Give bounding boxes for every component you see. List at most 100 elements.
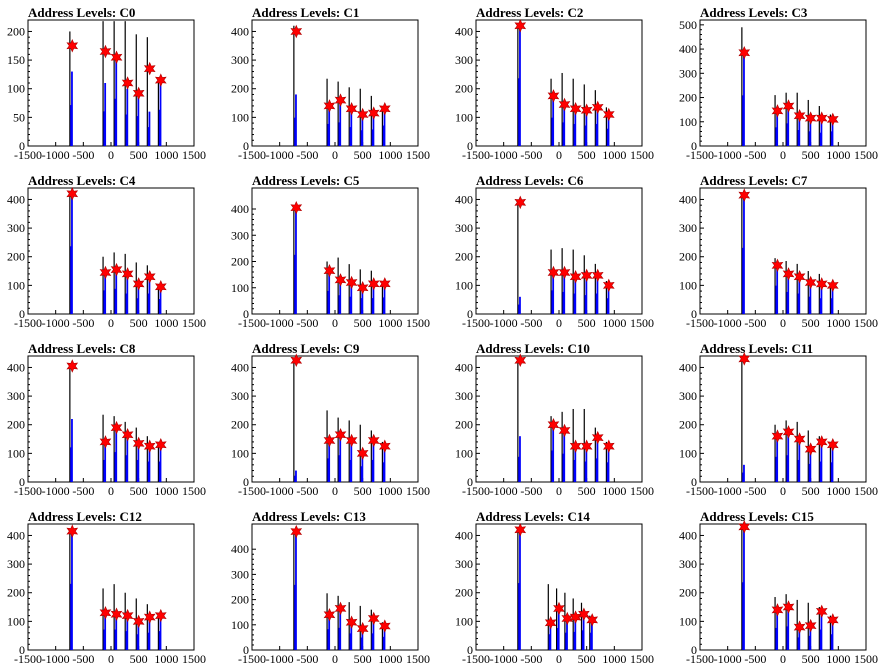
peak-marker bbox=[771, 429, 784, 443]
peak-marker bbox=[793, 108, 806, 123]
y-tick-label: 400 bbox=[679, 528, 697, 542]
peak-marker bbox=[121, 608, 134, 623]
bar bbox=[519, 436, 521, 482]
bar-secondary bbox=[797, 459, 800, 482]
y-tick-label: 200 bbox=[231, 255, 249, 269]
bar-shadow bbox=[69, 529, 71, 650]
bar-shadow bbox=[135, 34, 137, 147]
chart-panel-0: Address Levels: C0 0 50 100 150 200 -1500 -1000… bbox=[7, 5, 206, 162]
bar bbox=[809, 624, 812, 650]
bar-secondary bbox=[590, 632, 592, 650]
bar bbox=[115, 60, 118, 146]
peak-marker bbox=[110, 262, 123, 277]
bar bbox=[159, 444, 162, 482]
x-tick-label: 500 bbox=[578, 316, 596, 330]
bar-secondary bbox=[808, 296, 811, 314]
bar bbox=[809, 282, 812, 314]
x-tick-label: -1000 bbox=[42, 316, 70, 330]
y-tick-label: 300 bbox=[7, 557, 25, 571]
bar-shadow bbox=[348, 602, 350, 650]
bar-secondary bbox=[808, 635, 811, 650]
x-tick-label: -1000 bbox=[714, 652, 742, 666]
bar-secondary bbox=[382, 125, 385, 146]
bar bbox=[519, 528, 521, 650]
x-tick-label: 500 bbox=[578, 148, 596, 162]
y-tick-label: 200 bbox=[679, 586, 697, 600]
bar-shadow bbox=[589, 615, 591, 650]
bar-shadow bbox=[741, 525, 743, 650]
bar bbox=[383, 446, 386, 482]
bar-shadow bbox=[561, 411, 563, 482]
peak-marker bbox=[547, 265, 560, 280]
bar bbox=[383, 283, 386, 314]
x-tick-label: -1500 bbox=[686, 148, 714, 162]
chart-title: Address Levels: C9 bbox=[252, 341, 360, 356]
bar bbox=[115, 612, 118, 650]
bar bbox=[563, 103, 566, 146]
x-tick-label: -500 bbox=[520, 484, 542, 498]
plot-frame bbox=[475, 355, 643, 483]
bar-secondary bbox=[114, 452, 117, 482]
bar-shadow bbox=[326, 261, 328, 314]
x-tick-label: 1500 bbox=[630, 148, 654, 162]
bar-secondary bbox=[775, 127, 778, 146]
y-tick-label: 200 bbox=[7, 24, 25, 38]
peak-marker bbox=[815, 111, 828, 125]
y-tick-label: 100 bbox=[7, 82, 25, 96]
bar-shadow bbox=[583, 84, 585, 146]
peak-marker bbox=[586, 613, 599, 627]
y-tick-label: 100 bbox=[231, 281, 249, 295]
y-tick-label: 400 bbox=[231, 24, 249, 38]
y-tick-label: 100 bbox=[7, 446, 25, 460]
bar-shadow bbox=[796, 92, 798, 146]
y-tick-label: 300 bbox=[231, 53, 249, 67]
peak-marker bbox=[738, 352, 751, 366]
x-tick-label: 1000 bbox=[602, 316, 626, 330]
bar bbox=[339, 279, 342, 314]
x-tick-label: -500 bbox=[296, 484, 318, 498]
bar-secondary bbox=[584, 461, 587, 482]
bar-secondary bbox=[830, 298, 833, 314]
bar bbox=[574, 617, 577, 650]
bar bbox=[820, 285, 823, 314]
peak-marker bbox=[569, 270, 582, 284]
peak-marker bbox=[793, 432, 806, 446]
bar-secondary bbox=[371, 633, 374, 650]
y-tick-label: 400 bbox=[679, 42, 697, 56]
chart-title: Address Levels: C15 bbox=[700, 509, 814, 524]
x-tick-label: 1000 bbox=[602, 484, 626, 498]
plot-frame bbox=[699, 19, 867, 147]
peak-marker bbox=[826, 438, 839, 452]
bar bbox=[104, 612, 107, 650]
bar bbox=[361, 453, 364, 482]
bar-shadow bbox=[829, 441, 831, 482]
plot-frame bbox=[251, 19, 419, 147]
peak-marker bbox=[99, 265, 112, 280]
peak-marker bbox=[826, 278, 839, 293]
y-tick-label: 0 bbox=[467, 139, 473, 153]
bar bbox=[519, 22, 521, 147]
bar bbox=[549, 621, 552, 650]
plot-frame bbox=[27, 19, 195, 147]
x-tick-label: -500 bbox=[520, 316, 542, 330]
x-tick-label: 1000 bbox=[378, 484, 402, 498]
chart-panel-6: Address Levels: C6 0 100 200 300 400 -1500 -100… bbox=[455, 173, 654, 330]
bar-secondary bbox=[70, 447, 72, 482]
bar-secondary bbox=[382, 297, 385, 314]
x-tick-label: 1500 bbox=[406, 316, 430, 330]
bar bbox=[383, 108, 386, 146]
chart-panel-2: Address Levels: C2 0 100 200 300 400 -1500 -100… bbox=[455, 5, 654, 162]
peak-marker bbox=[580, 268, 593, 283]
bar-shadow bbox=[605, 107, 607, 146]
bar bbox=[295, 206, 297, 314]
bar-secondary bbox=[294, 254, 296, 314]
bar-secondary bbox=[551, 117, 554, 146]
peak-marker bbox=[602, 278, 615, 293]
bar-shadow bbox=[337, 81, 339, 146]
x-tick-label: -1500 bbox=[462, 316, 490, 330]
bar bbox=[743, 526, 745, 650]
peak-marker bbox=[323, 433, 336, 448]
x-tick-label: 1500 bbox=[630, 316, 654, 330]
bar-secondary bbox=[114, 98, 117, 146]
x-tick-label: 500 bbox=[354, 484, 372, 498]
